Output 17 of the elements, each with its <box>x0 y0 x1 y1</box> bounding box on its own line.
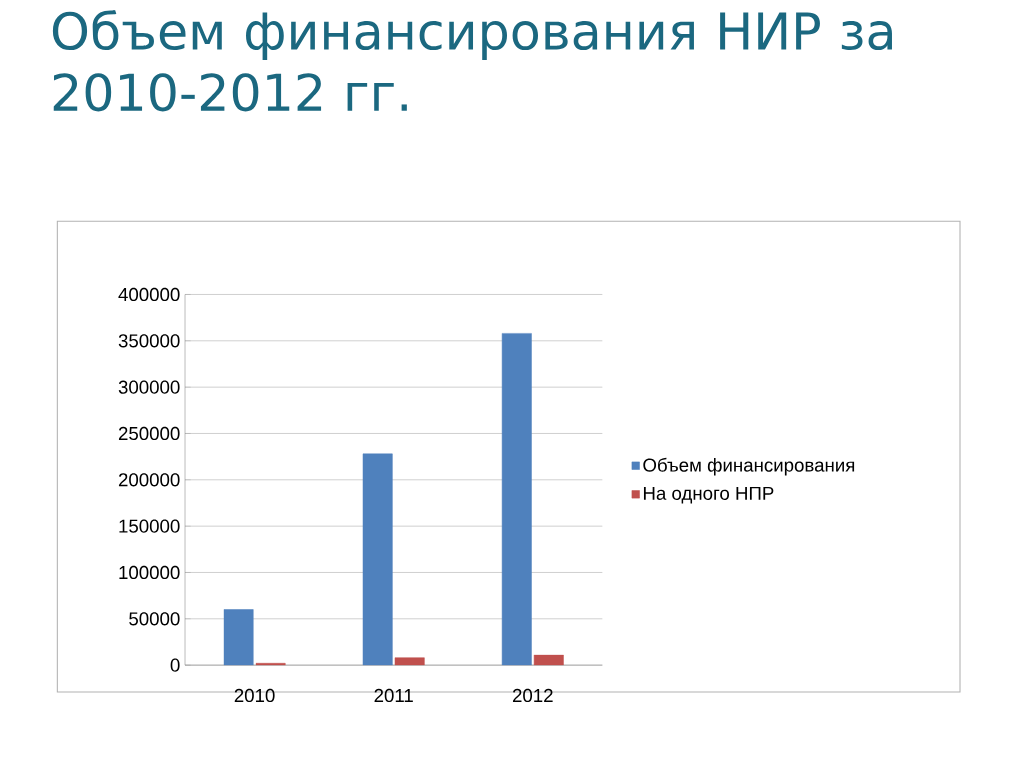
y-tick-label: 100000 <box>119 565 180 580</box>
chart-title: Объем финансирования НИР за 2010-2012 гг. <box>52 10 892 112</box>
y-tick-label: 50000 <box>129 612 180 626</box>
y-tick-label: 350000 <box>118 334 180 348</box>
y-tick-label: 400000 <box>118 287 180 302</box>
legend-label: На одного НПР <box>643 486 774 504</box>
y-tick-label: 250000 <box>118 426 180 441</box>
y-tick-label: 150000 <box>119 519 180 533</box>
bar <box>533 654 564 666</box>
y-tick-label: 300000 <box>118 380 180 394</box>
x-tick-label: 2011 <box>374 688 413 703</box>
legend-label: Объем финансирования <box>643 457 855 476</box>
y-tick-label: 200000 <box>118 473 180 487</box>
x-tick-label: 2012 <box>512 688 553 703</box>
x-tick-label: 2010 <box>234 688 275 703</box>
y-tick-label: 0 <box>170 658 180 672</box>
bar <box>394 657 425 666</box>
